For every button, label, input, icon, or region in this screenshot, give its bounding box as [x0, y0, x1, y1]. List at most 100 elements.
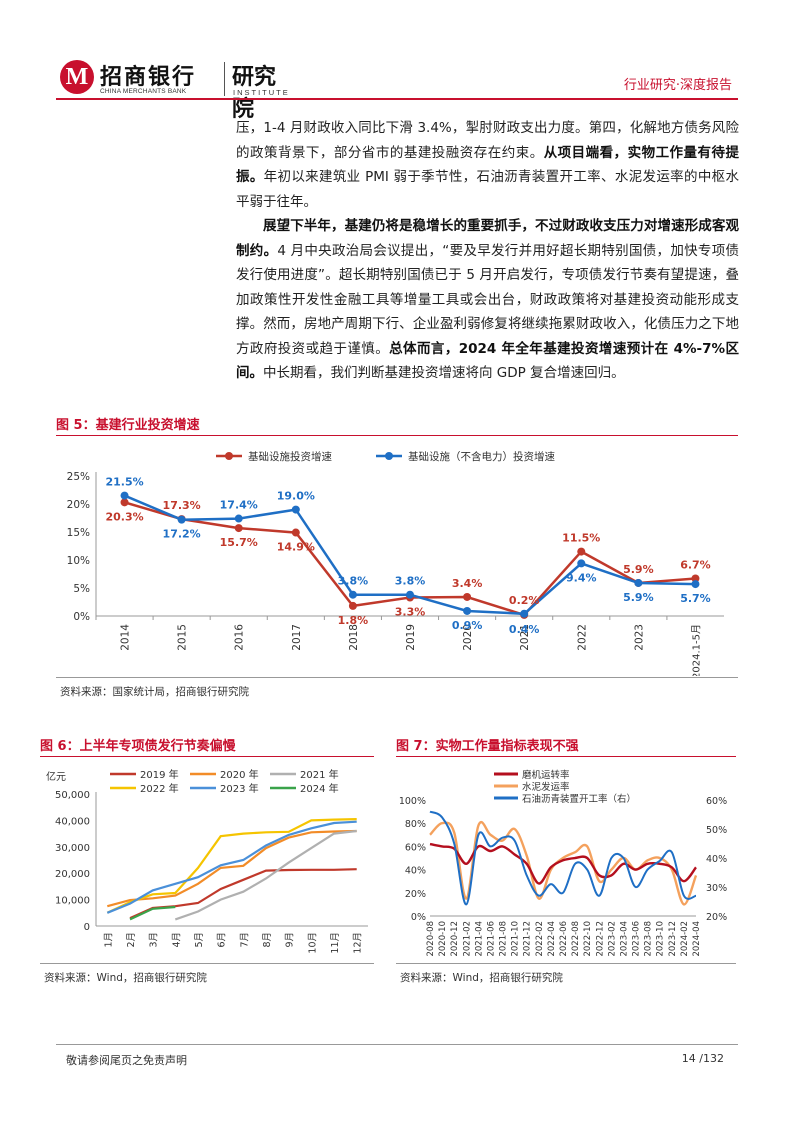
- legend-marker: [225, 452, 233, 460]
- data-point: [234, 524, 243, 533]
- x-tick-label: 12月: [353, 932, 364, 954]
- x-tick-label: 3月: [149, 932, 160, 948]
- data-point: [120, 491, 129, 500]
- figure-6-bottom-rule: [40, 963, 374, 964]
- institute-name-cn: 研究院: [232, 65, 277, 122]
- y2-tick-label: 60%: [706, 796, 727, 807]
- y-tick-label: 15%: [67, 527, 90, 539]
- series-line: [107, 829, 357, 908]
- x-tick-label: 2021-02: [462, 921, 472, 957]
- y-tick-label: 10,000: [55, 896, 90, 907]
- figure-5-source: 资料来源：国家统计局，招商银行研究院: [60, 686, 249, 698]
- x-tick-label: 2021-10: [511, 921, 521, 957]
- data-label: 3.8%: [395, 575, 426, 588]
- data-point: [291, 528, 300, 537]
- data-label: 17.4%: [220, 499, 258, 512]
- data-label: 3.8%: [338, 575, 369, 588]
- logo-name-en: CHINA MERCHANTS BANK: [100, 88, 187, 95]
- x-tick-label: 2020: [462, 624, 474, 651]
- y-tick-label: 20,000: [55, 869, 90, 880]
- y2-tick-label: 30%: [706, 883, 727, 894]
- figure-7-rule: [396, 756, 736, 757]
- data-point: [291, 505, 300, 514]
- x-tick-label: 2022-10: [583, 921, 593, 957]
- data-point: [348, 601, 357, 610]
- x-tick-label: 2023-10: [656, 921, 666, 957]
- data-point: [463, 592, 472, 601]
- paragraph-2: 展望下半年，基建仍将是稳增长的重要抓手，不过财政收支压力对增速形成客观制约。4 …: [236, 218, 740, 381]
- data-point: [634, 578, 643, 587]
- x-tick-label: 2020-08: [426, 921, 436, 957]
- figure-6-rule: [40, 756, 374, 757]
- x-tick-label: 2020-10: [438, 921, 448, 957]
- series-line: [429, 810, 697, 906]
- x-tick-label: 2023-02: [607, 921, 617, 957]
- series-line: [106, 820, 357, 914]
- y-tick-label: 30,000: [55, 843, 90, 854]
- figure-7-bottom-rule: [396, 963, 736, 964]
- y-axis-unit: 亿元: [46, 770, 66, 783]
- data-label: 6.7%: [680, 558, 711, 571]
- x-tick-label: 4月: [171, 932, 182, 948]
- footer-rule: [56, 1044, 738, 1045]
- legend-label: 2019 年: [140, 768, 179, 781]
- data-label: 0.4%: [509, 623, 540, 636]
- series-line: [129, 905, 176, 921]
- figure-7-source: 资料来源：Wind，招商银行研究院: [400, 972, 563, 984]
- data-label: 20.3%: [105, 510, 143, 523]
- x-tick-label: 10月: [307, 932, 318, 954]
- infrastructure-investment-chart: 0% 5% 10% 15% 20% 25% 2014 2015 2016 2017 2018 2019…: [67, 450, 724, 676]
- x-tick-label: 2018: [348, 624, 360, 651]
- data-label: 9.4%: [566, 571, 597, 584]
- y-tick-label: 40,000: [55, 816, 90, 827]
- data-label: 17.2%: [163, 528, 201, 541]
- legend-marker: [385, 452, 393, 460]
- x-tick-label: 2020-12: [450, 921, 460, 957]
- data-point: [406, 590, 414, 599]
- x-tick-label: 2021-12: [523, 921, 533, 957]
- data-point: [577, 559, 586, 568]
- y-tick-label: 10%: [67, 555, 90, 567]
- y-tick-label: 40%: [405, 866, 426, 877]
- page-number: 14 /132: [681, 1052, 724, 1065]
- data-label: 5.7%: [680, 592, 711, 605]
- figure-5-rule: [56, 435, 738, 436]
- data-label: 11.5%: [562, 532, 600, 545]
- x-tick-label: 6月: [217, 932, 228, 948]
- x-tick-label: 2021-04: [474, 921, 484, 957]
- paragraph-1: 压，1-4 月财政收入同比下滑 3.4%，掣肘财政支出力度。第四，化解地方债务风…: [236, 120, 740, 210]
- body-text: 压，1-4 月财政收入同比下滑 3.4%，掣肘财政支出力度。第四，化解地方债务风…: [236, 116, 739, 386]
- x-tick-label: 8月: [262, 932, 273, 948]
- y-tick-label: 50,000: [55, 790, 90, 801]
- x-tick-label: 2024-04: [692, 921, 702, 957]
- disclaimer-note: 敬请参阅尾页之免责声明: [66, 1054, 187, 1067]
- data-label: 1.8%: [338, 614, 369, 627]
- x-tick-label: 9月: [285, 932, 296, 948]
- data-label: 0.9%: [452, 619, 483, 632]
- x-tick-label: 2023: [633, 624, 645, 651]
- y-tick-label: 100%: [399, 796, 426, 807]
- figure-5-bottom-rule: [56, 677, 738, 678]
- x-tick-label: 2021-06: [486, 921, 496, 957]
- data-point: [691, 580, 700, 589]
- data-point: [577, 547, 586, 556]
- x-tick-label: 2月: [126, 932, 137, 948]
- physical-workload-chart: 0% 20% 40% 60% 80% 100% 20% 30% 40% 50% 60% 2020-08…: [399, 769, 727, 957]
- x-tick-label: 2023-08: [644, 921, 654, 957]
- x-tick-label: 2017: [291, 624, 303, 651]
- x-tick-label: 2022-06: [559, 921, 569, 957]
- x-tick-label: 2024.1-5月: [690, 624, 702, 676]
- y-tick-label: 20%: [405, 889, 426, 900]
- data-label: 14.9%: [277, 541, 315, 554]
- data-point: [348, 590, 357, 599]
- x-tick-label: 1月: [103, 932, 114, 948]
- data-point: [520, 609, 529, 618]
- y-tick-label: 20%: [67, 499, 90, 511]
- x-tick-label: 2022-04: [547, 921, 557, 957]
- figure-6-source: 资料来源：Wind，招商银行研究院: [44, 972, 207, 984]
- x-tick-label: 5月: [194, 932, 205, 948]
- y-tick-label: 60%: [405, 842, 426, 853]
- figure-5-title: 图 5：基建行业投资增速: [56, 418, 200, 433]
- y2-tick-label: 50%: [706, 825, 727, 836]
- series-line: [106, 818, 357, 914]
